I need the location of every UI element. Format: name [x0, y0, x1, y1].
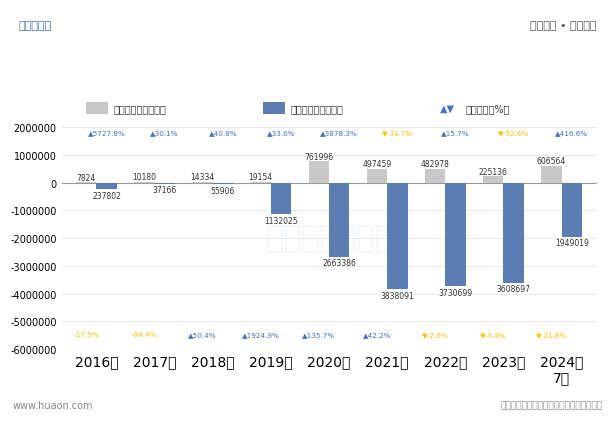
Text: 1949019: 1949019 [555, 239, 589, 248]
Text: 同比增速（%）: 同比增速（%） [465, 104, 510, 114]
Text: ▲▼: ▲▼ [440, 104, 455, 114]
Bar [541, 167, 561, 183]
Bar [387, 183, 408, 289]
Text: 3730699: 3730699 [438, 288, 472, 297]
Text: ▲5727.8%: ▲5727.8% [87, 130, 125, 135]
Text: 14334: 14334 [191, 173, 215, 182]
Text: ▲50.4%: ▲50.4% [188, 332, 217, 338]
Bar [329, 183, 349, 257]
Text: 华经情报网: 华经情报网 [18, 20, 52, 31]
Text: ▲42.2%: ▲42.2% [363, 332, 391, 338]
Text: ▲40.8%: ▲40.8% [208, 130, 237, 135]
Text: ▲1924.9%: ▲1924.9% [242, 332, 280, 338]
Text: 55906: 55906 [211, 187, 235, 196]
Text: ▲3878.3%: ▲3878.3% [320, 130, 358, 135]
Text: www.huaon.com: www.huaon.com [12, 400, 93, 410]
Text: 761996: 761996 [304, 152, 333, 161]
Bar [213, 183, 233, 185]
Bar [86, 103, 108, 115]
Text: 606564: 606564 [537, 157, 566, 166]
Text: 7824: 7824 [77, 173, 96, 182]
Text: 专业严谨 • 客观科学: 专业严谨 • 客观科学 [530, 20, 597, 31]
Text: 1132025: 1132025 [264, 216, 298, 225]
Text: ▲15.7%: ▲15.7% [441, 130, 470, 135]
Bar [309, 162, 329, 183]
Text: 出口总额（千美元）: 出口总额（千美元） [114, 104, 167, 114]
Text: 19154: 19154 [248, 173, 272, 182]
Text: ▼-34.7%: ▼-34.7% [382, 130, 413, 135]
Text: 资料来源：中国海关；华经产业研究院整理: 资料来源：中国海关；华经产业研究院整理 [501, 400, 603, 409]
Bar [425, 170, 445, 183]
Text: 进口总额（千美元）: 进口总额（千美元） [291, 104, 344, 114]
Text: 237802: 237802 [92, 191, 121, 200]
Bar [154, 183, 175, 184]
Text: ▼-2.6%: ▼-2.6% [422, 332, 448, 338]
Text: ▼-52.6%: ▼-52.6% [498, 130, 530, 135]
Text: ▲33.6%: ▲33.6% [267, 130, 295, 135]
Bar [504, 183, 524, 283]
Text: ▲30.1%: ▲30.1% [151, 130, 179, 135]
Text: 10180: 10180 [132, 173, 156, 182]
Text: ▼-3.4%: ▼-3.4% [480, 332, 507, 338]
Bar [483, 177, 504, 183]
Text: 华经产业研究院: 华经产业研究院 [265, 224, 393, 253]
Text: ▲135.7%: ▲135.7% [302, 332, 335, 338]
Text: 3608697: 3608697 [497, 285, 531, 294]
Bar [97, 183, 117, 190]
Text: ▼-21.8%: ▼-21.8% [536, 332, 567, 338]
Text: 37166: 37166 [153, 186, 177, 195]
Text: 2016-2024年7月海口综合保税区进、出口额: 2016-2024年7月海口综合保税区进、出口额 [161, 63, 454, 82]
Text: -84.4%: -84.4% [132, 332, 157, 338]
Bar [271, 183, 292, 215]
Text: -17.5%: -17.5% [73, 332, 99, 338]
Bar [561, 183, 582, 237]
Text: 482978: 482978 [421, 160, 450, 169]
Text: ▲416.6%: ▲416.6% [555, 130, 589, 135]
Text: 225136: 225136 [479, 167, 508, 176]
Text: 2663386: 2663386 [322, 259, 356, 268]
Text: 497459: 497459 [362, 160, 392, 169]
Bar [263, 103, 285, 115]
Bar [445, 183, 466, 286]
Bar [367, 170, 387, 183]
Text: 3838091: 3838091 [381, 291, 415, 300]
